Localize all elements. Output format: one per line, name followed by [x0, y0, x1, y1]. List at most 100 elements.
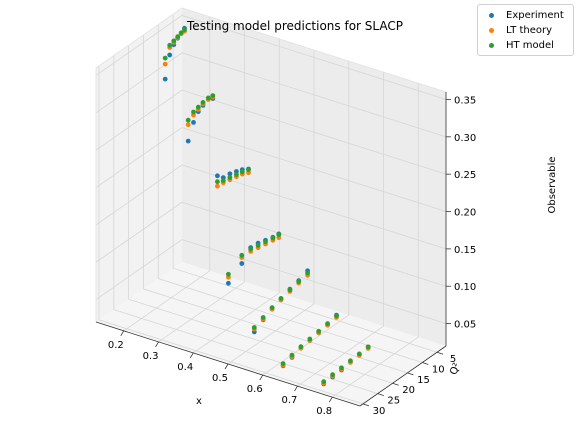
data-point [185, 138, 191, 144]
left-pane [96, 8, 182, 322]
legend-marker-lt-theory [489, 28, 494, 33]
y-tick-label: 20 [402, 385, 415, 396]
x-tick-mark [189, 352, 194, 359]
data-point [263, 239, 268, 245]
x-tick-label: 0.8 [316, 406, 332, 417]
data-point [162, 55, 168, 61]
data-point [296, 279, 302, 284]
data-point [289, 352, 295, 358]
data-point [316, 328, 322, 334]
data-point [182, 27, 187, 33]
chart-title: Testing model predictions for SLACP [186, 19, 403, 33]
legend-item-lt-theory: LT theory [482, 23, 569, 38]
x-tick-mark [155, 341, 159, 348]
data-point [251, 325, 257, 330]
y-grid-line [98, 65, 364, 405]
data-point [248, 246, 254, 252]
top-edge [95, 7, 447, 93]
x-axis-label: x [196, 396, 202, 407]
data-point [195, 104, 201, 110]
x-tick-mark [224, 363, 229, 370]
legend-item-ht-model: HT model [482, 38, 569, 53]
data-point [191, 120, 196, 125]
y-tick-mark [362, 403, 370, 407]
data-point [215, 183, 220, 189]
x-tick-label: 0.6 [247, 384, 263, 395]
data-point [220, 178, 226, 184]
legend-label-experiment: Experiment [506, 10, 564, 21]
legend-marker-ht-model [489, 43, 494, 48]
y-tick-mark [422, 362, 429, 365]
data-point [227, 175, 233, 180]
y-grid-line [113, 55, 378, 394]
x-tick-mark [120, 330, 125, 337]
y-axis-line [359, 345, 447, 407]
y-tick-label: 15 [417, 375, 430, 386]
z-tick-label: 0.20 [454, 208, 476, 219]
y-tick-mark [436, 351, 444, 355]
y-tick-label: 5 [450, 354, 456, 365]
x-grid-line [227, 50, 315, 365]
data-point [305, 270, 310, 276]
legend-item-experiment: Experiment [482, 8, 569, 23]
x-tick-label: 0.3 [143, 351, 159, 362]
data-point [269, 305, 275, 310]
z-grid-line [95, 127, 447, 212]
data-point [255, 243, 261, 248]
data-point [175, 34, 181, 40]
data-point [205, 95, 211, 101]
x-tick-label: 0.2 [108, 340, 124, 351]
x-tick-mark [328, 396, 333, 403]
data-point [210, 93, 216, 98]
data-point [260, 315, 266, 320]
data-point [215, 179, 220, 185]
data-point [226, 271, 231, 277]
legend-label-ht-model: HT model [506, 40, 554, 51]
data-point [162, 76, 168, 82]
data-point [178, 30, 184, 36]
z-tick-label: 0.25 [454, 170, 476, 181]
x-grid-line [331, 83, 419, 398]
y-grid-line [128, 45, 393, 384]
data-point [334, 313, 339, 319]
data-point [307, 336, 313, 342]
data-point [226, 280, 231, 286]
data-point [167, 52, 173, 58]
data-point [185, 122, 191, 128]
series-ht-model [162, 27, 371, 385]
y-tick-mark [392, 382, 399, 386]
data-point [325, 321, 330, 326]
y-axis-label: Q² [448, 361, 463, 376]
data-point [239, 261, 245, 266]
x-tick-label: 0.7 [282, 395, 298, 406]
data-point [280, 361, 286, 366]
y-grid-line [172, 14, 438, 353]
z-grid-line [95, 89, 447, 175]
x-tick-mark [294, 385, 298, 392]
data-point [234, 172, 239, 177]
x-grid-line [158, 27, 245, 343]
x-tick-mark [259, 374, 264, 381]
z-grid-line [95, 52, 447, 138]
x-grid-line [193, 38, 280, 354]
grid-lines [95, 14, 447, 405]
data-point [239, 252, 245, 258]
data-point [356, 351, 362, 357]
z-axis-label: Observable [547, 156, 558, 213]
x-tick-label: 0.5 [212, 373, 228, 384]
data-point [339, 365, 344, 371]
y-tick-label: 30 [373, 406, 386, 417]
data-point [270, 235, 276, 241]
data-point [171, 38, 177, 44]
data-point [246, 167, 251, 173]
z-tick-label: 0.05 [454, 320, 476, 331]
legend: Experiment LT theory HT model [477, 4, 574, 56]
y-tick-mark [377, 393, 384, 396]
axis-panes [96, 8, 446, 406]
data-points [162, 25, 371, 387]
data-point [200, 100, 206, 105]
data-point [278, 296, 284, 301]
